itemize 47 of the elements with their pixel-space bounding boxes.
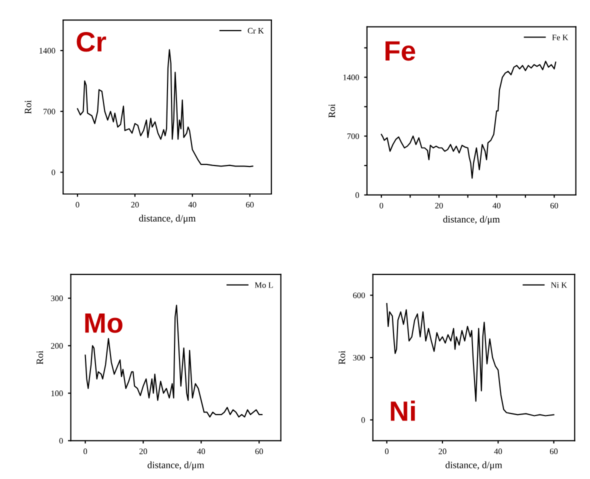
y-tick-label: 600: [353, 292, 365, 298]
x-tick-label: 0: [76, 202, 80, 208]
x-tick-label: 20: [435, 202, 443, 208]
legend-label: Mo L: [254, 282, 273, 288]
annotation: Fe: [386, 41, 416, 61]
y-tick-label: 700: [347, 133, 360, 140]
legend-label: Ni K: [550, 282, 568, 288]
y-tick-label: 100: [51, 390, 63, 396]
legend-label: Fe K: [552, 34, 568, 40]
y-tick-label: 0: [355, 192, 360, 198]
annotation: Ni: [390, 400, 415, 421]
y-tick-label: 0: [52, 170, 56, 176]
annotation: Cr: [76, 32, 106, 52]
x-tick-label: 40: [494, 448, 502, 454]
x-tick-label: 20: [139, 448, 148, 454]
legend-label: Cr K: [248, 28, 264, 34]
x-tick-label: 60: [550, 202, 558, 208]
y-tick-label: 0: [361, 417, 365, 423]
y-axis-title: Roi: [328, 104, 336, 118]
x-axis-title: distance, d/μm: [139, 214, 196, 224]
x-axis-title: distance, d/μm: [148, 461, 204, 470]
x-tick-label: 0: [380, 202, 384, 208]
line-series: [380, 60, 556, 179]
x-tick-label: 60: [246, 202, 254, 208]
x-tick-label: 60: [255, 448, 263, 454]
x-axis-title: distance, d/μm: [443, 216, 500, 225]
x-tick-label: 60: [550, 448, 558, 454]
x-tick-label: 20: [131, 202, 139, 208]
y-axis-title: Roi: [338, 350, 346, 364]
y-tick-label: 1400: [343, 74, 360, 80]
annotation: Mo: [85, 314, 122, 333]
y-axis-title: Roi: [36, 350, 44, 364]
y-tick-label: 1400: [40, 48, 56, 54]
line-series: [84, 304, 263, 418]
y-tick-label: 300: [51, 296, 63, 302]
x-tick-label: 0: [84, 448, 88, 454]
y-tick-label: 700: [44, 108, 56, 114]
x-tick-label: 20: [438, 448, 446, 454]
x-tick-label: 40: [188, 202, 196, 208]
x-tick-label: 40: [492, 202, 500, 208]
x-tick-label: 40: [197, 448, 206, 454]
y-axis-title: Roi: [24, 100, 32, 114]
y-tick-label: 200: [51, 343, 63, 349]
x-axis-title: distance, d/μm: [446, 461, 502, 470]
x-tick-label: 0: [385, 448, 389, 454]
y-tick-label: 300: [353, 354, 365, 361]
y-tick-label: 0: [59, 438, 63, 444]
